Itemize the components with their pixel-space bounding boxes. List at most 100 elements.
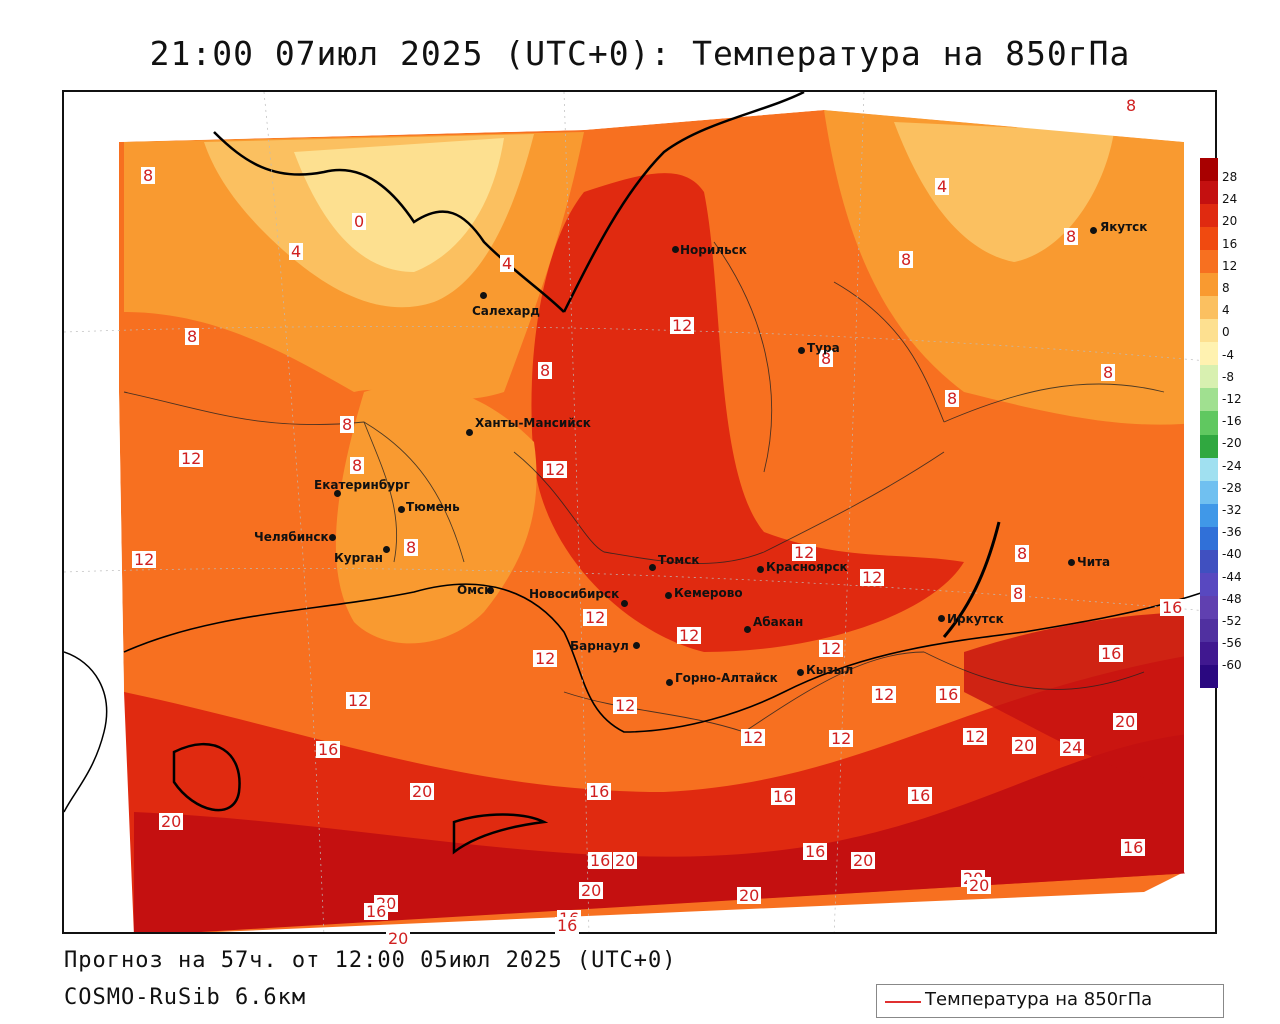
isoline-label: 8	[185, 327, 200, 346]
isoline-label: 20	[410, 782, 435, 801]
colorbar-tick: -52	[1222, 614, 1242, 628]
coastline-west	[64, 651, 108, 813]
colorbar-tick: -48	[1222, 591, 1242, 606]
isoline-label: 20	[613, 851, 638, 870]
colorbar-segment	[1200, 319, 1218, 343]
colorbar-segment	[1200, 365, 1218, 389]
zone-12-central	[531, 173, 964, 652]
city-dot	[672, 246, 679, 253]
colorbar-segment	[1200, 296, 1218, 320]
isoline-label: 8	[1101, 363, 1116, 382]
colorbar-tick: -56	[1222, 636, 1242, 651]
zone-8-ne	[824, 110, 1204, 425]
city-label: Омск	[457, 583, 493, 597]
colorbar-segment	[1200, 618, 1218, 643]
city-label: Томск	[658, 553, 700, 567]
colorbar-segment	[1200, 526, 1218, 551]
colorbar-segment	[1200, 273, 1218, 297]
isoline-label: 16	[1099, 644, 1124, 663]
isoline-label: 8	[141, 166, 156, 185]
isoline-label: 16	[936, 685, 961, 704]
colorbar-tick: 0	[1222, 325, 1230, 340]
city-dot	[797, 669, 804, 676]
isoline-label: 8	[404, 538, 419, 557]
colorbar-segment	[1200, 158, 1218, 182]
graticule	[64, 92, 1215, 932]
colorbar-tick: 8	[1222, 281, 1230, 295]
map-canvas	[64, 92, 1215, 932]
isoline-label: 12	[179, 449, 204, 468]
city-label: Екатеринбург	[314, 478, 410, 492]
isoline-label: 8	[1011, 584, 1026, 603]
isoline-label: 16	[908, 786, 933, 805]
city-dot	[383, 546, 390, 553]
isoline-label: 16	[587, 782, 612, 801]
city-label: Тюмень	[406, 500, 460, 514]
colorbar-tick: 16	[1222, 236, 1238, 251]
colorbar-segment	[1200, 572, 1218, 597]
city-dot	[334, 490, 341, 497]
colorbar-segment	[1200, 457, 1218, 482]
colorbar-segment	[1200, 549, 1218, 574]
colorbar-segment	[1200, 227, 1218, 251]
colorbar-tick: 12	[1222, 258, 1238, 273]
region-borders	[123, 241, 1165, 733]
city-label: Абакан	[753, 615, 804, 629]
colorbar-tick: 24	[1222, 192, 1238, 207]
city-label: Тура	[807, 341, 840, 355]
isoline-label: 16	[771, 787, 796, 806]
isoline-label: 4	[500, 254, 515, 273]
legend-line-swatch	[885, 1001, 921, 1003]
colorbar-segment	[1200, 181, 1218, 205]
isoline-label: 16	[316, 740, 341, 759]
isoline-label: 12	[860, 568, 885, 587]
city-dot	[666, 679, 673, 686]
city-dot	[938, 615, 945, 622]
city-label: Норильск	[680, 243, 747, 257]
isoline-label: 8	[819, 349, 834, 368]
legend-box: Температура на 850гПа	[876, 984, 1224, 1018]
city-dot	[329, 534, 336, 541]
isoline-label: 8	[1015, 544, 1030, 563]
city-dot	[480, 292, 487, 299]
city-dot	[1090, 227, 1097, 234]
isoline-label: 12	[670, 316, 695, 335]
colorbar-tick: -16	[1222, 414, 1242, 429]
isoline-label: 12	[613, 696, 638, 715]
city-dot	[1068, 559, 1075, 566]
colorbar-segment	[1200, 388, 1218, 412]
city-dot	[621, 600, 628, 607]
isoline-label: 12	[963, 727, 988, 746]
isoline-label: 12	[819, 639, 844, 658]
isoline-label: 20	[579, 881, 604, 900]
baikal-lake	[942, 521, 1001, 638]
city-dot	[649, 564, 656, 571]
city-dot	[798, 347, 805, 354]
zone-4-ne	[894, 122, 1114, 262]
city-dot	[398, 506, 405, 513]
colorbar-tick: -36	[1222, 525, 1242, 540]
colorbar-tick: -24	[1222, 458, 1242, 473]
isoline-label: 8	[340, 415, 355, 434]
colorbar-tick: 4	[1222, 303, 1230, 318]
isoline-label: 8	[1124, 96, 1139, 115]
colorbar-segment	[1200, 434, 1218, 459]
isoline-label: 12	[741, 728, 766, 747]
isoline-label: 8	[538, 361, 553, 380]
isoline-label: 12	[829, 729, 854, 748]
colorbar-segment	[1200, 664, 1218, 689]
city-label: Челябинск	[254, 530, 329, 544]
colorbar-tick: -12	[1222, 392, 1242, 406]
city-label: Новосибирск	[529, 587, 620, 601]
colorbar-segment	[1200, 204, 1218, 228]
colorbar	[1200, 158, 1218, 689]
isoline-label: 4	[289, 242, 304, 261]
isoline-label: 20	[159, 812, 184, 831]
balkhash-lake	[452, 813, 549, 855]
city-label: Якутск	[1100, 220, 1148, 234]
city-label: Барнаул	[570, 639, 629, 653]
colorbar-segment	[1200, 503, 1218, 528]
isoline-label: 0	[352, 212, 367, 231]
zone-20	[134, 732, 1209, 932]
isoline-label: 20	[851, 851, 876, 870]
